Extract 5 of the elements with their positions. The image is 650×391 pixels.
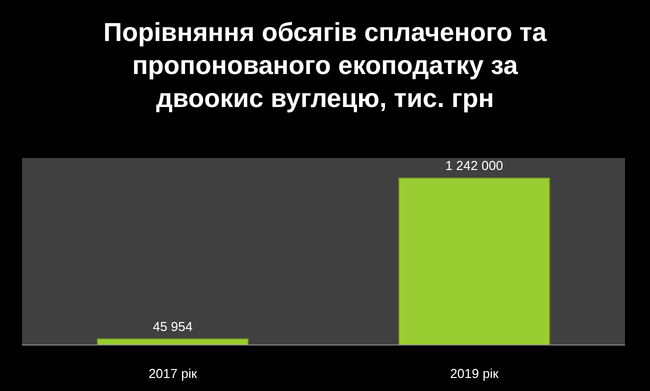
data-label: 45 954 (152, 318, 193, 334)
x-tick-label: 2017 рік (148, 366, 198, 382)
chart-title: Порівняння обсягів сплаченого та пропонованого екоподатку за двоокис вуглецю, тис. грн (102, 16, 548, 115)
data-label: 1 242 000 (445, 158, 504, 174)
x-tick-label: 2019 рік (450, 366, 499, 382)
